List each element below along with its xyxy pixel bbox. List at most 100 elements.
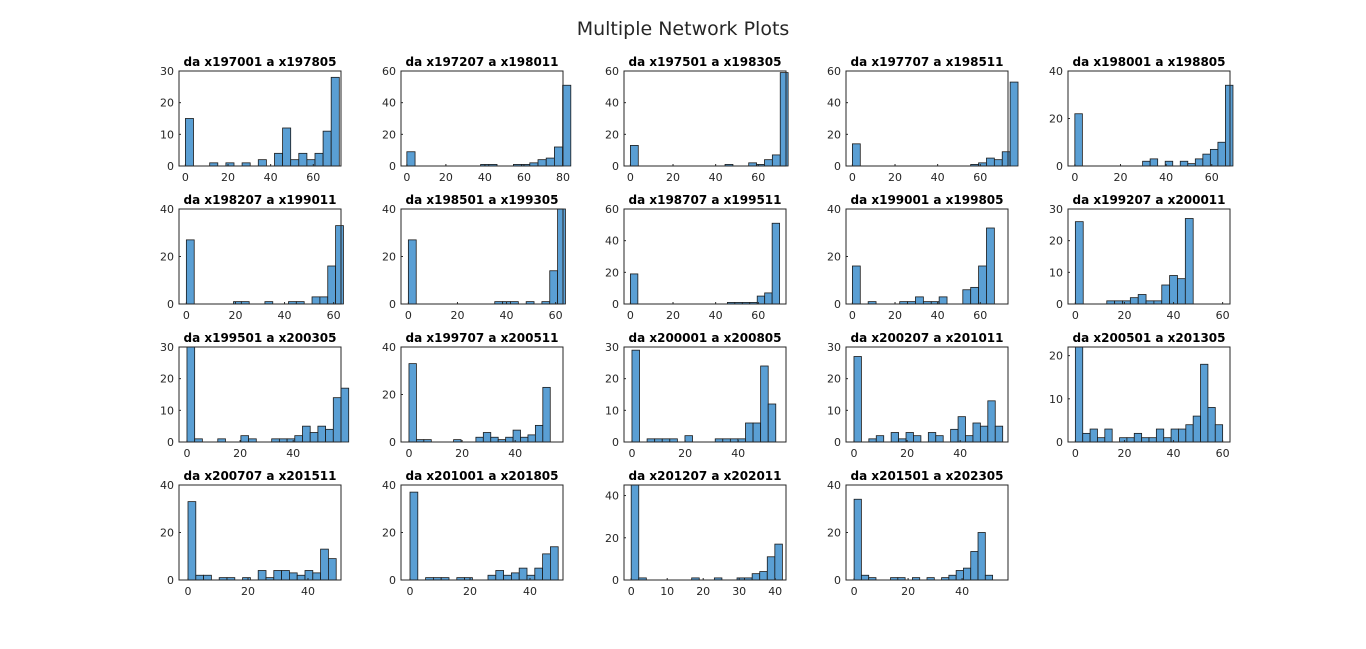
panel-title: da x197001 a x197805 <box>184 55 337 69</box>
histogram-bar <box>875 435 885 443</box>
histogram-bar <box>970 551 979 581</box>
panel-title: da x199207 a x200011 <box>1073 193 1226 207</box>
x-tick-label: 20 <box>1117 447 1131 460</box>
histogram-panel: da x200501 a x201305 0 20 40 60 0 10 20 <box>1049 331 1231 460</box>
axes-frame <box>623 208 787 305</box>
x-tick-label: 60 <box>327 309 341 322</box>
panel-title: da x198001 a x198805 <box>1073 55 1226 69</box>
y-tick-label: 0 <box>834 574 841 587</box>
y-tick-label: 20 <box>382 527 396 540</box>
x-tick-label: 40 <box>301 585 315 598</box>
y-tick-label: 60 <box>605 65 619 78</box>
axes-frame <box>845 346 1009 443</box>
y-tick-label: 20 <box>160 251 174 264</box>
axes-frame <box>623 484 787 581</box>
x-tick-label: 40 <box>1159 171 1173 184</box>
y-tick-label: 10 <box>1049 393 1063 406</box>
panel-title: da x201501 a x202305 <box>851 469 1004 483</box>
histogram-bar <box>1142 160 1151 167</box>
y-tick-label: 20 <box>605 128 619 141</box>
histogram-bar <box>965 435 974 443</box>
y-tick-label: 20 <box>382 251 396 264</box>
histogram-bar <box>1126 437 1135 443</box>
histogram-bar <box>537 159 547 167</box>
y-tick-label: 20 <box>160 373 174 386</box>
histogram-bar <box>495 570 504 581</box>
y-tick-label: 20 <box>605 373 619 386</box>
histogram-bar <box>1202 153 1211 167</box>
histogram-bar <box>325 428 334 443</box>
histogram-bar <box>752 422 762 443</box>
histogram-bar <box>760 365 769 443</box>
y-tick-label: 0 <box>834 160 841 173</box>
histogram-panel: da x200207 a x201011 0 20 40 0 10 20 30 <box>827 331 1009 460</box>
x-tick-label: 20 <box>666 309 680 322</box>
y-tick-label: 0 <box>389 298 396 311</box>
y-tick-label: 20 <box>827 251 841 264</box>
axes-frame <box>400 70 564 167</box>
y-tick-label: 20 <box>382 389 396 402</box>
y-tick-label: 40 <box>605 235 619 248</box>
y-tick-label: 0 <box>167 160 174 173</box>
x-tick-label: 40 <box>931 309 945 322</box>
histogram-bar <box>913 435 922 443</box>
histogram-panel: da x198001 a x198805 0 20 40 60 0 20 40 <box>1049 55 1234 184</box>
histogram-bar <box>542 553 551 581</box>
histogram-bar <box>986 227 995 305</box>
histogram-bar <box>273 570 282 581</box>
x-tick-label: 40 <box>953 447 967 460</box>
histogram-bar <box>1148 437 1157 443</box>
x-tick-label: 60 <box>751 309 765 322</box>
histogram-bar <box>1089 428 1098 443</box>
x-tick-label: 40 <box>731 447 745 460</box>
histogram-bar <box>534 424 544 443</box>
histogram-bar <box>1217 141 1226 167</box>
x-tick-label: 20 <box>241 585 255 598</box>
y-tick-label: 20 <box>605 266 619 279</box>
y-tick-label: 20 <box>382 128 396 141</box>
y-tick-label: 60 <box>827 65 841 78</box>
histogram-bar <box>281 570 290 581</box>
histogram-bar <box>853 498 862 581</box>
x-tick-label: 40 <box>508 447 522 460</box>
y-tick-label: 0 <box>389 574 396 587</box>
histogram-bar <box>950 428 959 443</box>
histogram-panel: da x198501 a x199305 0 20 40 60 0 20 40 <box>382 193 566 322</box>
histogram-bar <box>948 574 957 581</box>
x-tick-label: 0 <box>849 171 856 184</box>
histogram-bar <box>962 289 972 305</box>
x-tick-label: 0 <box>407 585 414 598</box>
histogram-bar <box>1200 363 1209 443</box>
histogram-bar <box>482 432 492 443</box>
x-tick-label: 0 <box>628 447 635 460</box>
histogram-bar <box>1009 81 1019 167</box>
y-tick-label: 30 <box>1049 203 1063 216</box>
histogram-bar <box>994 425 1004 443</box>
histogram-panel: da x198207 a x199011 0 20 40 60 0 20 40 <box>160 193 344 322</box>
x-tick-label: 40 <box>264 171 278 184</box>
histogram-panel: da x197001 a x197805 0 20 40 60 0 10 20 30 <box>160 55 342 184</box>
y-tick-label: 20 <box>827 527 841 540</box>
histogram-bar <box>490 436 499 443</box>
histogram-bar <box>1177 278 1186 305</box>
panel-title: da x197707 a x198511 <box>851 55 1004 69</box>
histogram-bar <box>332 397 342 443</box>
axes-frame <box>178 484 342 581</box>
y-tick-label: 30 <box>827 341 841 354</box>
y-tick-label: 40 <box>382 203 396 216</box>
y-tick-label: 40 <box>160 479 174 492</box>
axes-frame <box>1067 70 1231 167</box>
histogram-bar <box>257 159 267 167</box>
histogram-bar <box>963 567 972 581</box>
histogram-panel: da x201001 a x201805 0 20 40 0 20 40 <box>382 469 564 598</box>
histogram-bar <box>554 146 564 167</box>
histogram-bar <box>302 425 311 443</box>
histogram-panel: da x197501 a x198305 0 20 40 60 0 20 40 60 <box>605 55 789 184</box>
axes-frame <box>178 70 342 167</box>
y-tick-label: 20 <box>160 527 174 540</box>
histogram-bar <box>630 484 640 581</box>
histogram-bar <box>340 387 350 443</box>
histogram-bar <box>534 567 543 581</box>
histogram-bar <box>557 208 566 305</box>
panel-title: da x201207 a x202011 <box>629 469 782 483</box>
